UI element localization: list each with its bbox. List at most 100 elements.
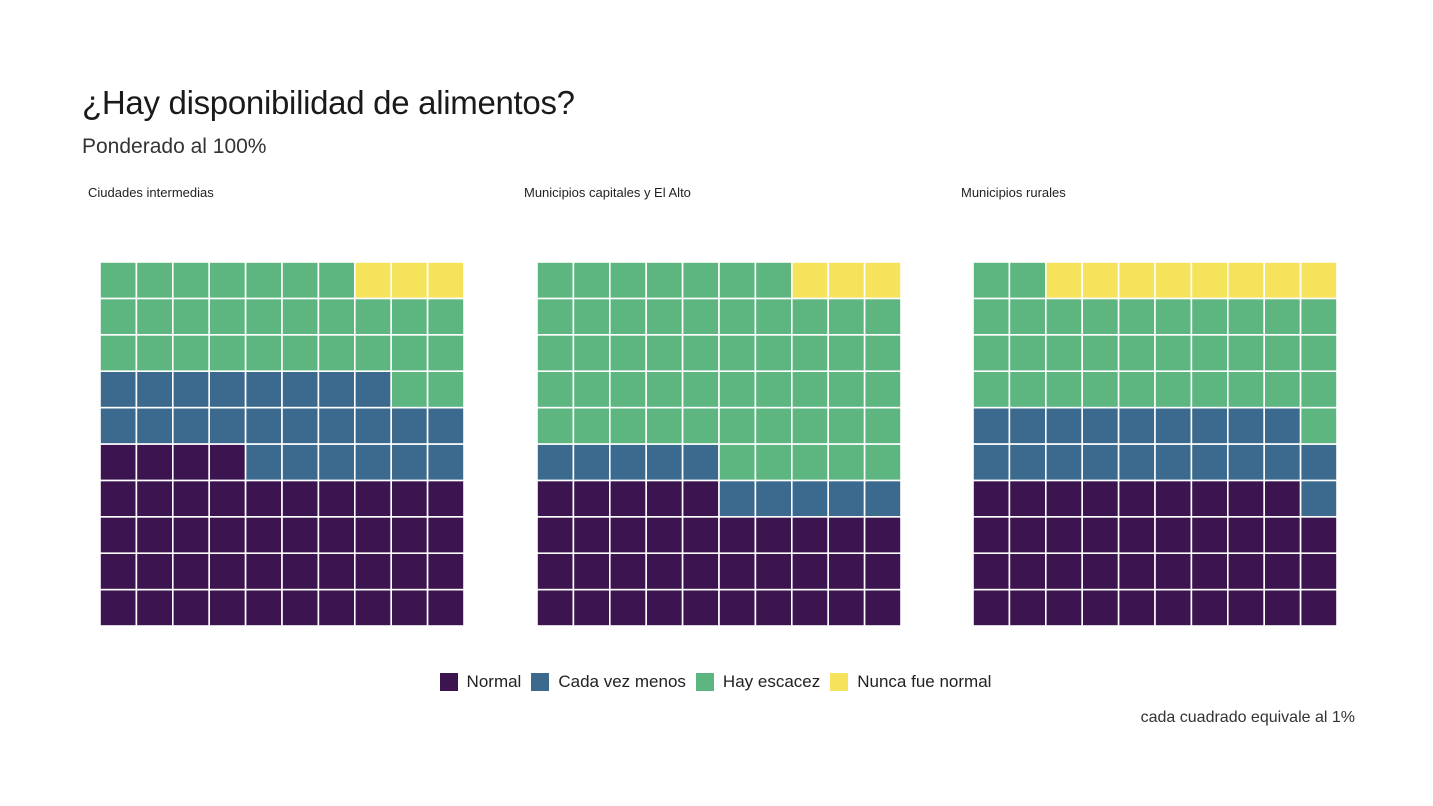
legend-label: Cada vez menos bbox=[558, 672, 686, 691]
waffle-cell-normal bbox=[354, 588, 393, 626]
waffle-cell-normal bbox=[1117, 552, 1156, 591]
waffle-cell-normal bbox=[100, 588, 138, 626]
waffle-cell-normal bbox=[1227, 479, 1266, 518]
waffle-cell-normal bbox=[172, 516, 211, 555]
waffle-cell-normal bbox=[681, 516, 720, 555]
waffle-cell-cada-vez-menos bbox=[1045, 443, 1084, 482]
waffle-cell-normal bbox=[537, 479, 575, 518]
waffle-cell-hay-escacez bbox=[754, 370, 793, 409]
waffle-cell-hay-escacez bbox=[827, 406, 866, 445]
waffle-cell-nunca-fue-normal bbox=[791, 262, 830, 300]
waffle-cell-normal bbox=[1008, 516, 1047, 555]
waffle-cell-hay-escacez bbox=[537, 406, 575, 445]
waffle-cell-normal bbox=[317, 516, 356, 555]
waffle-cell-normal bbox=[172, 443, 211, 482]
legend-item-nunca-fue-normal: Nunca fue normal bbox=[830, 672, 991, 692]
waffle-cell-hay-escacez bbox=[208, 334, 247, 373]
waffle-cell-nunca-fue-normal bbox=[1117, 262, 1156, 300]
waffle-cell-normal bbox=[1081, 516, 1120, 555]
waffle-cell-hay-escacez bbox=[281, 334, 320, 373]
waffle-cell-hay-escacez bbox=[681, 406, 720, 445]
waffle-cell-cada-vez-menos bbox=[244, 370, 283, 409]
waffle-cell-cada-vez-menos bbox=[172, 406, 211, 445]
waffle-cell-normal bbox=[1299, 588, 1337, 626]
waffle-cell-hay-escacez bbox=[572, 370, 611, 409]
waffle-cell-cada-vez-menos bbox=[317, 406, 356, 445]
waffle-cell-cada-vez-menos bbox=[208, 406, 247, 445]
waffle-cell-cada-vez-menos bbox=[1117, 406, 1156, 445]
waffle-cell-normal bbox=[718, 552, 757, 591]
waffle-cell-cada-vez-menos bbox=[426, 406, 464, 445]
waffle-cell-normal bbox=[537, 588, 575, 626]
waffle-cell-cada-vez-menos bbox=[1008, 443, 1047, 482]
waffle-cell-hay-escacez bbox=[863, 370, 901, 409]
waffle-cell-normal bbox=[135, 552, 174, 591]
waffle-cell-hay-escacez bbox=[1008, 334, 1047, 373]
waffle-cell-normal bbox=[426, 588, 464, 626]
waffle-cell-normal bbox=[100, 479, 138, 518]
waffle-cell-hay-escacez bbox=[754, 443, 793, 482]
waffle-cell-hay-escacez bbox=[609, 334, 648, 373]
waffle-cell-normal bbox=[572, 552, 611, 591]
waffle-cell-normal bbox=[1263, 588, 1302, 626]
waffle-cell-cada-vez-menos bbox=[317, 443, 356, 482]
waffle-cell-normal bbox=[281, 516, 320, 555]
waffle-cell-hay-escacez bbox=[208, 297, 247, 336]
waffle-cell-normal bbox=[354, 552, 393, 591]
waffle-cell-nunca-fue-normal bbox=[863, 262, 901, 300]
waffle-cell-cada-vez-menos bbox=[718, 479, 757, 518]
waffle-cell-nunca-fue-normal bbox=[390, 262, 429, 300]
waffle-cell-cada-vez-menos bbox=[390, 406, 429, 445]
waffle-cell-cada-vez-menos bbox=[1117, 443, 1156, 482]
waffle-cell-normal bbox=[645, 588, 684, 626]
waffle-cell-hay-escacez bbox=[718, 262, 757, 300]
waffle-cell-hay-escacez bbox=[172, 297, 211, 336]
waffle-cell-normal bbox=[1008, 552, 1047, 591]
waffle-cell-hay-escacez bbox=[1263, 334, 1302, 373]
waffle-cell-cada-vez-menos bbox=[135, 406, 174, 445]
waffle-cell-normal bbox=[1154, 552, 1193, 591]
waffle-cell-normal bbox=[973, 588, 1011, 626]
waffle-cell-hay-escacez bbox=[135, 334, 174, 373]
waffle-cell-normal bbox=[208, 516, 247, 555]
waffle-cell-normal bbox=[1117, 588, 1156, 626]
waffle-cell-hay-escacez bbox=[827, 297, 866, 336]
waffle-cell-normal bbox=[1117, 479, 1156, 518]
waffle-cell-normal bbox=[537, 516, 575, 555]
waffle-cell-normal bbox=[1263, 516, 1302, 555]
chart-subtitle: Ponderado al 100% bbox=[82, 135, 267, 158]
waffle-cell-hay-escacez bbox=[754, 297, 793, 336]
waffle-cell-cada-vez-menos bbox=[426, 443, 464, 482]
waffle-cell-normal bbox=[718, 588, 757, 626]
waffle-cell-hay-escacez bbox=[1154, 297, 1193, 336]
waffle-cell-nunca-fue-normal bbox=[1045, 262, 1084, 300]
chart-title: ¿Hay disponibilidad de alimentos? bbox=[82, 84, 575, 121]
waffle-cell-normal bbox=[863, 552, 901, 591]
waffle-cell-hay-escacez bbox=[645, 297, 684, 336]
waffle-cell-cada-vez-menos bbox=[1008, 406, 1047, 445]
waffle-cell-normal bbox=[1227, 588, 1266, 626]
waffle-cell-hay-escacez bbox=[135, 297, 174, 336]
waffle-cell-normal bbox=[863, 516, 901, 555]
waffle-cell-nunca-fue-normal bbox=[1081, 262, 1120, 300]
waffle-cell-normal bbox=[1045, 479, 1084, 518]
waffle-cell-normal bbox=[281, 552, 320, 591]
waffle-cell-hay-escacez bbox=[1227, 297, 1266, 336]
waffle-cell-nunca-fue-normal bbox=[827, 262, 866, 300]
waffle-cell-normal bbox=[172, 588, 211, 626]
waffle-cell-normal bbox=[681, 479, 720, 518]
waffle-cell-cada-vez-menos bbox=[1154, 443, 1193, 482]
waffle-cell-hay-escacez bbox=[1227, 370, 1266, 409]
waffle-cell-hay-escacez bbox=[609, 262, 648, 300]
waffle-cell-hay-escacez bbox=[645, 334, 684, 373]
waffle-cell-hay-escacez bbox=[1008, 262, 1047, 300]
waffle-cell-hay-escacez bbox=[681, 370, 720, 409]
waffle-cell-hay-escacez bbox=[390, 334, 429, 373]
waffle-cell-normal bbox=[1227, 552, 1266, 591]
waffle-cell-hay-escacez bbox=[390, 370, 429, 409]
waffle-cell-hay-escacez bbox=[718, 406, 757, 445]
waffle-cell-normal bbox=[172, 552, 211, 591]
waffle-cell-hay-escacez bbox=[791, 370, 830, 409]
waffle-cell-nunca-fue-normal bbox=[1190, 262, 1229, 300]
waffle-cell-hay-escacez bbox=[572, 297, 611, 336]
